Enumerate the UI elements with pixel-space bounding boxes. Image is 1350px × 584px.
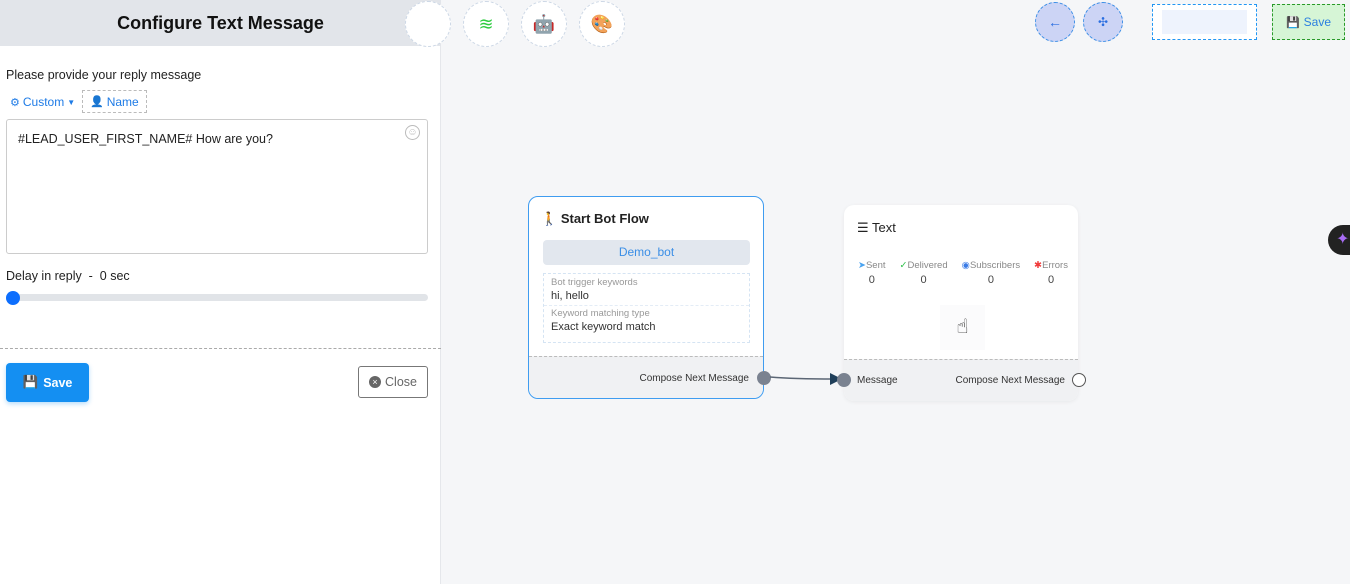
save-label: Save (43, 375, 73, 390)
input-port[interactable] (837, 373, 851, 387)
hand-pointer-icon: ☝ (940, 305, 985, 350)
stat-value: 0 (987, 274, 994, 286)
match-value: Exact keyword match (551, 321, 656, 333)
ai-sparkle-icon[interactable]: ✦ (1328, 225, 1350, 255)
robot-icon[interactable]: 🤖 (521, 1, 567, 47)
caret-down-icon: ▼ (67, 97, 76, 107)
panel-title: Configure Text Message (0, 0, 441, 46)
output-label: Compose Next Message (639, 373, 750, 384)
node-footer: Compose Next Message (529, 356, 763, 398)
toolbar-item-hidden[interactable] (405, 1, 451, 47)
paper-plane-icon: ➤ (858, 260, 866, 271)
check-circle-icon: ✓ (899, 260, 908, 271)
toolbar-save-button[interactable]: 💾 Save (1272, 4, 1345, 40)
stat-delivered: ✓Delivered 0 (900, 260, 948, 286)
close-button[interactable]: × Close (358, 366, 428, 398)
stat-label: Errors (1042, 260, 1068, 271)
custom-dropdown[interactable]: ⚙ Custom ▼ (10, 95, 75, 109)
node-footer: Message Compose Next Message (844, 359, 1078, 401)
name-label: Name (106, 94, 139, 109)
output-label: Compose Next Message (955, 375, 1066, 386)
floppy-icon: 💾 (1285, 16, 1300, 29)
stat-value: 0 (1048, 274, 1055, 286)
user-circle-icon: ◉ (961, 260, 970, 271)
toolbar-save-label: Save (1303, 15, 1332, 29)
arrow-head-icon (830, 373, 842, 385)
configure-panel: Configure Text Message Please provide yo… (0, 0, 441, 584)
match-label: Keyword matching type (551, 308, 650, 319)
output-port[interactable] (1072, 373, 1086, 387)
close-label: Close (385, 375, 417, 389)
user-icon: 👤 (90, 96, 104, 108)
stat-sent: ➤Sent 0 (858, 260, 886, 286)
name-button[interactable]: 👤 Name (82, 90, 147, 113)
flow-name-input[interactable] (1152, 4, 1257, 40)
delay-label: Delay in reply - 0 sec (6, 269, 130, 283)
back-arrow-icon[interactable]: ← (1035, 2, 1075, 42)
close-circle-icon: × (369, 376, 382, 388)
stats-row: ➤Sent 0 ✓Delivered 0 ◉Subscribers 0 ✱Errors… (858, 260, 1068, 286)
walking-icon: 🚶 (541, 211, 558, 226)
divider (0, 348, 441, 349)
save-button[interactable]: 💾 Save (6, 363, 89, 402)
bug-icon: ✱ (1034, 260, 1043, 271)
text-node[interactable]: ☰ Text ➤Sent 0 ✓Delivered 0 ◉Subscribers 0 … (844, 205, 1078, 401)
stat-subscribers: ◉Subscribers 0 (962, 260, 1020, 286)
palette-icon[interactable]: 🎨 (579, 1, 625, 47)
message-textarea[interactable]: #LEAD_USER_FIRST_NAME# How are you? (6, 119, 428, 254)
stat-value: 0 (868, 274, 875, 286)
list-icon: ☰ (857, 220, 869, 235)
delay-slider[interactable] (6, 294, 428, 301)
input-label: Message (857, 375, 898, 386)
node-title-text: Text (872, 220, 896, 235)
message-text: #LEAD_USER_FIRST_NAME# How are you? (18, 132, 273, 146)
output-port[interactable] (757, 371, 771, 385)
stat-label: Sent (865, 260, 886, 271)
stat-label: Subscribers (969, 260, 1021, 271)
start-bot-flow-node[interactable]: 🚶 Start Bot Flow Demo_bot Bot trigger ke… (528, 196, 764, 399)
node-title: 🚶 Start Bot Flow (541, 211, 649, 227)
bot-name-badge: Demo_bot (543, 240, 750, 265)
stat-errors: ✱Errors 0 (1034, 260, 1068, 286)
connection-line (769, 373, 842, 385)
stack-icon[interactable]: ≋ (463, 1, 509, 47)
kw-label: Bot trigger keywords (551, 277, 638, 288)
node-title-text: Start Bot Flow (560, 211, 649, 226)
delay-slider-handle[interactable] (6, 291, 20, 305)
node-title: ☰ Text (857, 220, 896, 236)
emoji-icon[interactable]: ☺ (405, 125, 420, 140)
kw-value: hi, hello (544, 288, 749, 306)
keyword-box: Bot trigger keywords hi, hello Keyword m… (543, 273, 750, 343)
compress-icon[interactable]: ✣ (1083, 2, 1123, 42)
custom-label: Custom (22, 95, 65, 109)
gears-icon: ⚙ (10, 96, 20, 109)
stat-label: Delivered (907, 260, 948, 271)
prompt-label: Please provide your reply message (6, 68, 202, 82)
stat-value: 0 (920, 274, 927, 286)
floppy-icon: 💾 (22, 375, 39, 389)
